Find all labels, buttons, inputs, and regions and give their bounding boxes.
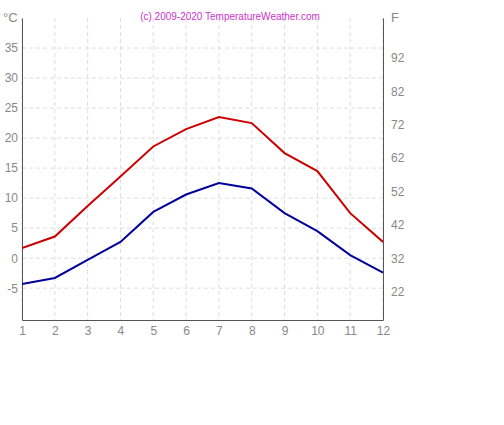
tick: -5 <box>7 282 22 296</box>
tick: 92 <box>383 51 405 65</box>
grid <box>22 18 383 320</box>
grid-line <box>22 48 383 49</box>
grid-line <box>87 18 88 320</box>
tick: 5 <box>11 221 22 235</box>
tick-label: 62 <box>391 151 405 165</box>
tick-label: 5 <box>11 221 18 235</box>
tick: 22 <box>383 285 405 299</box>
grid-line <box>22 198 383 199</box>
x-axis: 123456789101112 <box>19 320 390 338</box>
grid-line <box>22 228 383 229</box>
grid-line <box>153 18 154 320</box>
tick-label: 0 <box>11 251 18 265</box>
tick-label: 82 <box>391 85 405 99</box>
tick-label: 4 <box>118 324 125 338</box>
tick-label: 5 <box>150 324 157 338</box>
grid-line <box>22 108 383 109</box>
tick-label: 30 <box>5 71 19 85</box>
tick-label: 10 <box>5 191 19 205</box>
series-line <box>22 183 383 284</box>
tick-label: 35 <box>5 41 19 55</box>
grid-line <box>22 258 383 259</box>
tick-label: 25 <box>5 101 19 115</box>
tick: 3 <box>85 320 92 338</box>
tick: 30 <box>5 71 22 85</box>
tick-label: 72 <box>391 118 405 132</box>
tick: 1 <box>19 320 26 338</box>
grid-line <box>22 288 383 289</box>
tick-label: 22 <box>391 285 405 299</box>
tick: 0 <box>11 251 22 265</box>
tick-label: 92 <box>391 51 405 65</box>
tick-label: 1 <box>19 324 26 338</box>
grid-line <box>22 138 383 139</box>
tick: 10 <box>311 320 325 338</box>
plot: 123456789101112-505101520253035223242526… <box>5 18 405 338</box>
tick: 25 <box>5 101 22 115</box>
grid-line <box>54 18 55 320</box>
axis-line <box>383 19 384 321</box>
tick: 52 <box>383 185 405 199</box>
tick: 10 <box>5 191 22 205</box>
tick-label: 2 <box>52 324 59 338</box>
tick: 4 <box>118 320 125 338</box>
grid-line <box>186 18 187 320</box>
chart: 123456789101112-505101520253035223242526… <box>0 0 504 425</box>
tick: 42 <box>383 218 405 232</box>
y-axis-label: °C <box>3 10 18 25</box>
grid-line <box>251 18 252 320</box>
y2-axis: 22 32 42 52 62 72 82 92 <box>383 19 405 321</box>
tick-label: 12 <box>377 324 391 338</box>
tick: 20 <box>5 131 22 145</box>
grid-line <box>350 18 351 320</box>
tick: 15 <box>5 161 22 175</box>
tick-label: 9 <box>282 324 289 338</box>
tick: 35 <box>5 41 22 55</box>
tick-label: 8 <box>249 324 256 338</box>
tick: 72 <box>383 118 405 132</box>
tick-label: 6 <box>183 324 190 338</box>
tick-label: 7 <box>216 324 223 338</box>
tick-label: 20 <box>5 131 19 145</box>
tick-label: 3 <box>85 324 92 338</box>
grid-line <box>383 18 384 320</box>
tick-label: 52 <box>391 185 405 199</box>
tick: 7 <box>216 320 223 338</box>
grid-line <box>284 18 285 320</box>
grid-line <box>218 18 219 320</box>
tick: 62 <box>383 151 405 165</box>
tick-label: 10 <box>311 324 325 338</box>
grid-line <box>317 18 318 320</box>
axis-line <box>23 320 384 321</box>
tick: 5 <box>150 320 157 338</box>
y2-axis-label: F <box>391 10 399 25</box>
tick-label: 15 <box>5 161 19 175</box>
tick: 2 <box>52 320 59 338</box>
tick: 82 <box>383 85 405 99</box>
grid-line <box>22 18 23 320</box>
tick: 9 <box>282 320 289 338</box>
tick: 32 <box>383 251 405 265</box>
tick: 12 <box>377 320 391 338</box>
tick-label: -5 <box>7 282 18 296</box>
y-axis: -5 0 5 10 15 20 25 30 35 <box>5 19 23 321</box>
tick: 11 <box>344 320 357 338</box>
tick-label: 32 <box>391 251 405 265</box>
axis-line <box>22 19 23 321</box>
lines <box>22 117 383 284</box>
tick: 6 <box>183 320 190 338</box>
grid-line <box>22 78 383 79</box>
tick: 8 <box>249 320 256 338</box>
grid-line <box>22 168 383 169</box>
tick-label: 11 <box>344 324 357 338</box>
grid-line <box>120 18 121 320</box>
series-line <box>22 117 383 248</box>
tick-label: 42 <box>391 218 405 232</box>
title: (c) 2009-2020 TemperatureWeather.com <box>140 11 320 22</box>
